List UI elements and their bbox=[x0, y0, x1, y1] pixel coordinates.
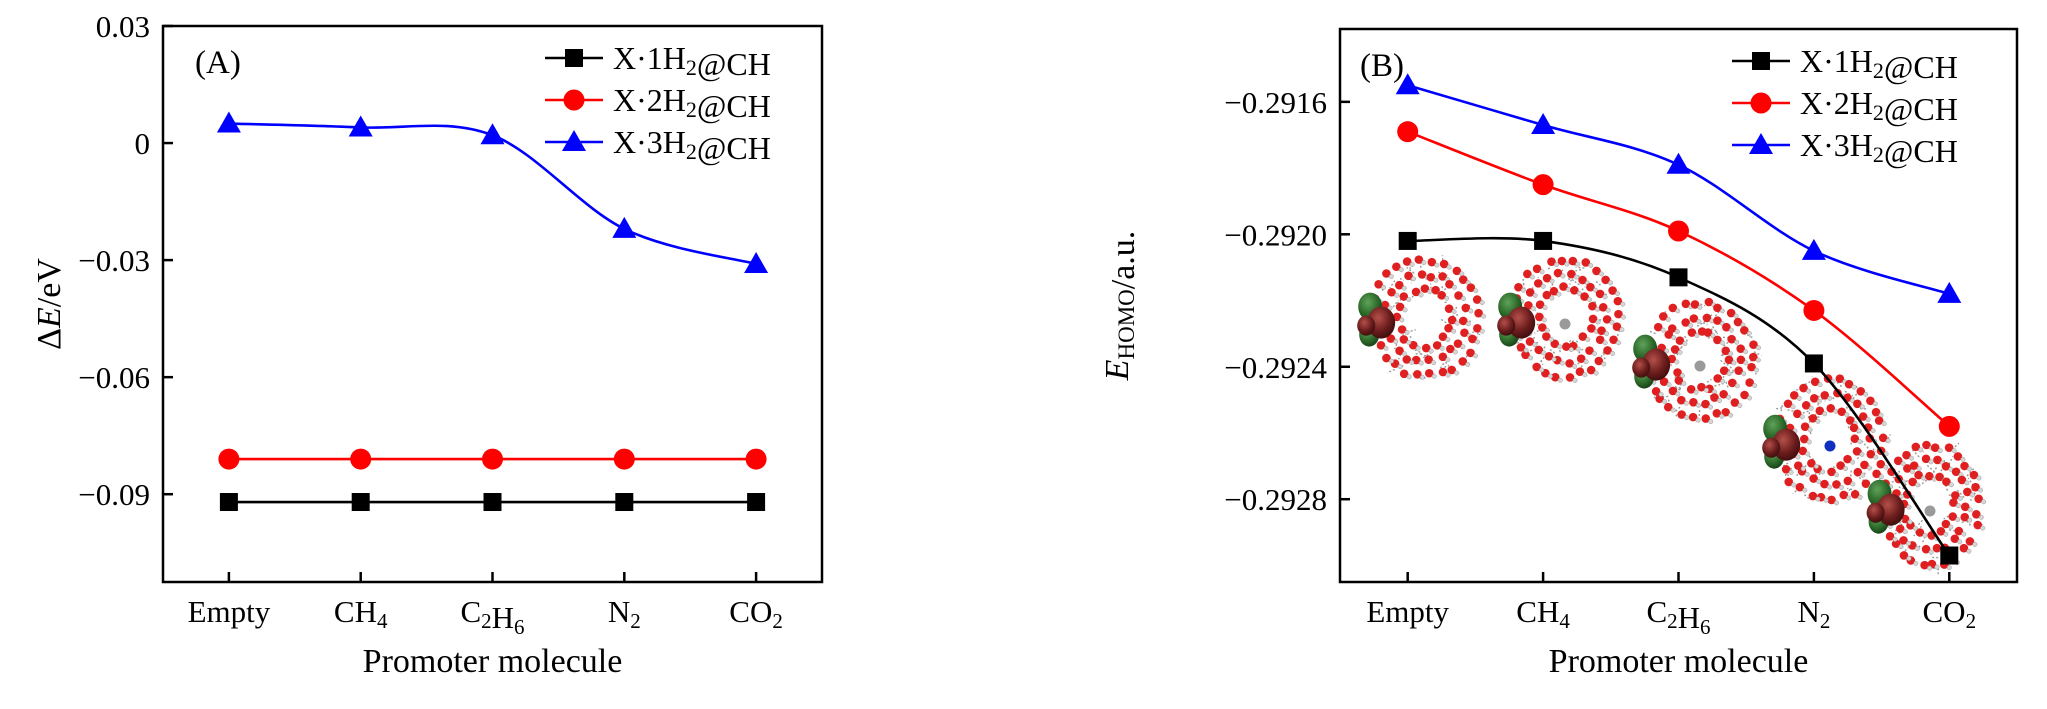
legend-entry-label: X·3H2@CH bbox=[1800, 127, 1958, 169]
series-3 bbox=[216, 111, 769, 274]
panel-a: 0.03 0 −0.03 −0.06 −0.09 Empty CH4 C2H6 N2 CO2 Pro… bbox=[31, 9, 824, 680]
data-point bbox=[1803, 299, 1825, 321]
legend-marker bbox=[1749, 133, 1773, 154]
y-tick-label: −0.2920 bbox=[1224, 217, 1327, 252]
data-point bbox=[1534, 231, 1553, 250]
x-tick-label: C2H6 bbox=[460, 594, 524, 639]
legend-entry-label: X·1H2@CH bbox=[1800, 43, 1958, 85]
x-tick-label: Empty bbox=[188, 594, 271, 629]
data-point bbox=[219, 493, 238, 512]
data-point bbox=[480, 123, 505, 145]
panel-b: −0.2916 −0.2920 −0.2924 −0.2928 Empty CH4 C2H6… bbox=[1099, 27, 2019, 680]
data-point bbox=[1531, 113, 1556, 135]
series-2 bbox=[1397, 121, 1960, 437]
series-3 bbox=[1395, 73, 1962, 303]
y-axis-label: ΔE/eV bbox=[31, 258, 68, 350]
legend-entry-label: X·2H2@CH bbox=[1800, 85, 1958, 127]
data-point bbox=[1804, 354, 1823, 373]
y-tick-label: −0.2928 bbox=[1224, 482, 1327, 517]
series-1 bbox=[1398, 231, 1959, 565]
data-point bbox=[615, 493, 634, 512]
x-tick-label: CO2 bbox=[729, 594, 783, 633]
legend-marker bbox=[1750, 92, 1772, 114]
hydrate-cage-image bbox=[1357, 255, 1487, 380]
data-point bbox=[1666, 152, 1691, 174]
data-point bbox=[747, 493, 766, 512]
hydrate-cage-images bbox=[1357, 255, 1987, 575]
y-tick-label: −0.09 bbox=[78, 477, 150, 512]
hydrate-cage-image bbox=[1866, 440, 1987, 575]
x-tick-label: C2H6 bbox=[1646, 594, 1710, 639]
y-tick-label: −0.2924 bbox=[1224, 350, 1327, 385]
legend-entry-label: X·2H2@CH bbox=[613, 82, 771, 124]
data-point bbox=[351, 493, 370, 512]
data-point bbox=[1938, 415, 1960, 437]
legend-entry-label: X·1H2@CH bbox=[613, 40, 771, 82]
hydrate-cage-image bbox=[1497, 256, 1626, 383]
x-tick-label: N2 bbox=[608, 594, 641, 633]
legend-marker bbox=[562, 130, 586, 151]
data-point bbox=[483, 493, 502, 512]
legend-marker bbox=[565, 49, 583, 67]
data-point bbox=[1397, 121, 1419, 143]
y-axis-label: EHOMO/a.u. bbox=[1099, 231, 1142, 382]
data-point bbox=[216, 111, 241, 133]
data-point bbox=[1395, 73, 1420, 95]
data-point bbox=[1398, 231, 1417, 250]
legend-entry-label: X·3H2@CH bbox=[613, 124, 771, 166]
data-point bbox=[613, 448, 635, 470]
x-axis-label: Promoter molecule bbox=[1549, 643, 1809, 680]
legend-marker bbox=[1752, 52, 1770, 70]
y-tick-label: −0.03 bbox=[78, 243, 150, 278]
panel-label: (B) bbox=[1360, 48, 1404, 84]
data-point bbox=[218, 448, 240, 470]
data-point bbox=[1801, 238, 1826, 260]
data-point bbox=[612, 216, 637, 238]
data-point bbox=[482, 448, 503, 470]
x-axis-label: Promoter molecule bbox=[363, 643, 623, 680]
series-1 bbox=[219, 493, 766, 512]
y-tick-label: −0.06 bbox=[78, 360, 150, 395]
data-point bbox=[348, 115, 373, 137]
data-point bbox=[1937, 281, 1962, 303]
data-point bbox=[350, 448, 372, 470]
x-tick-label: N2 bbox=[1797, 594, 1830, 633]
series-line bbox=[1407, 236, 1951, 557]
legend: X·1H2@CHX·2H2@CHX·3H2@CH bbox=[545, 40, 771, 166]
x-tick-label: Empty bbox=[1366, 594, 1449, 629]
legend-marker bbox=[563, 89, 585, 111]
y-tick-label: 0 bbox=[135, 126, 151, 161]
y-tick-label: 0.03 bbox=[96, 9, 150, 44]
series-2 bbox=[218, 448, 767, 470]
y-tick-label: −0.2916 bbox=[1224, 85, 1327, 120]
hydrate-cage-image bbox=[1632, 297, 1762, 425]
legend: X·1H2@CHX·2H2@CHX·3H2@CH bbox=[1732, 43, 1958, 169]
data-point bbox=[745, 448, 767, 470]
data-point bbox=[1940, 546, 1959, 565]
data-point bbox=[744, 252, 769, 274]
data-point bbox=[1669, 268, 1688, 287]
panel-label: (A) bbox=[195, 45, 241, 81]
x-tick-label: CH4 bbox=[334, 594, 388, 633]
x-tick-label: CH4 bbox=[1516, 594, 1570, 633]
data-point bbox=[1668, 220, 1689, 242]
data-point bbox=[1532, 174, 1554, 196]
x-tick-label: CO2 bbox=[1923, 594, 1977, 633]
